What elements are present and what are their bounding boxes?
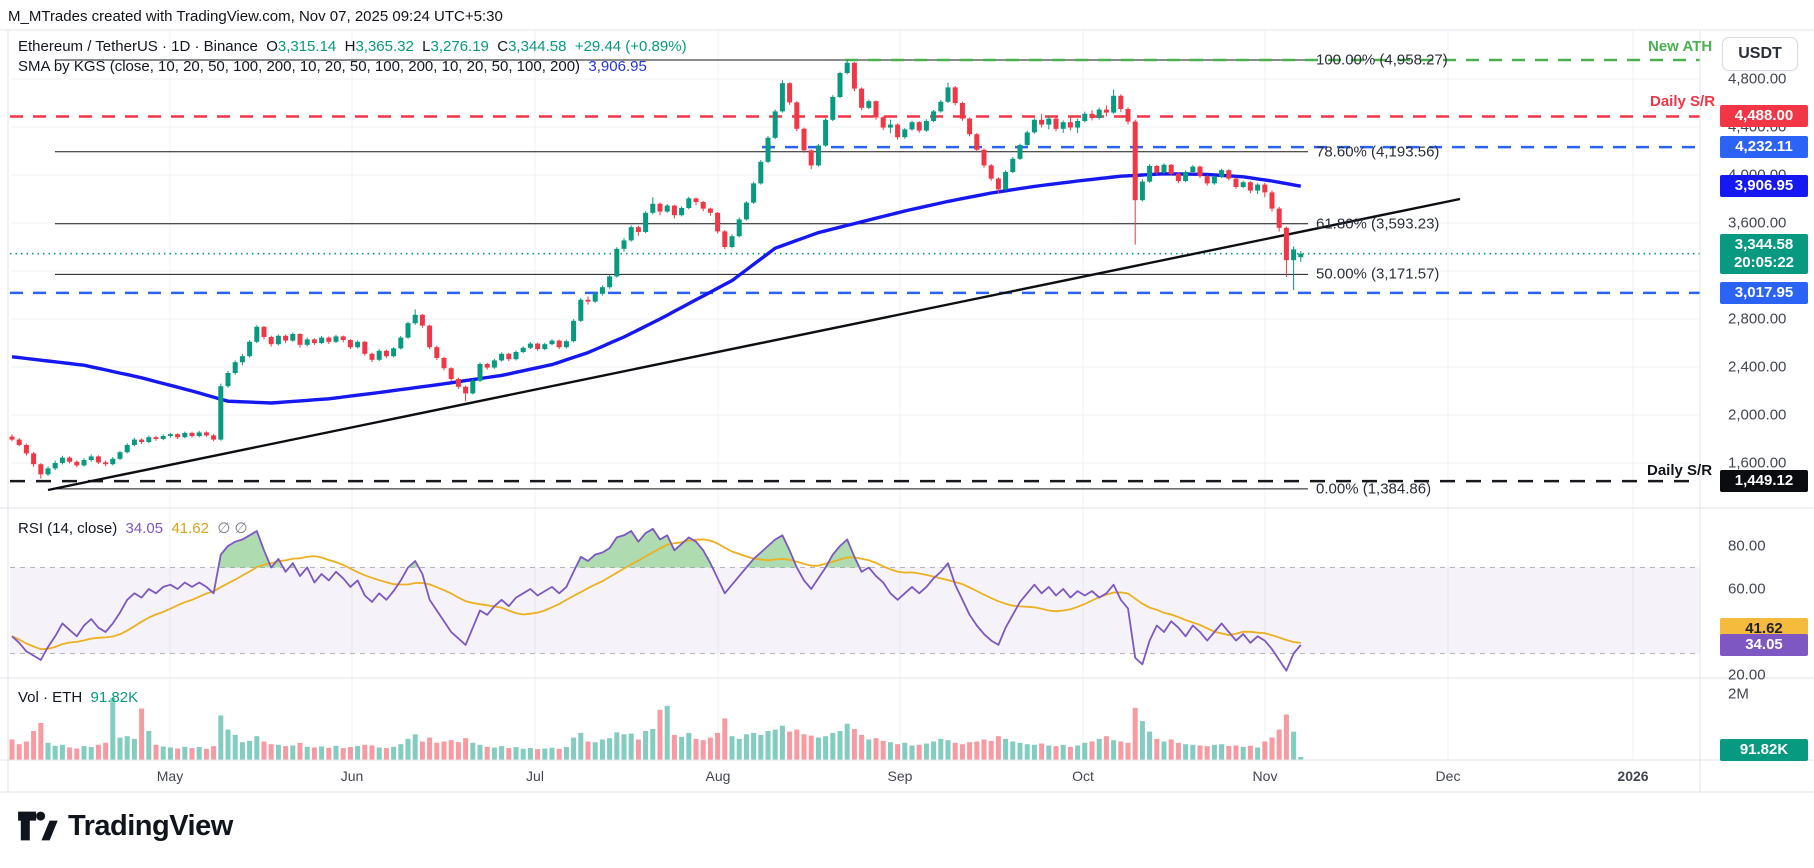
fib-level-label: 0.00% (1,384.86) (1316, 480, 1432, 498)
rsi-ma-value: 41.62 (171, 520, 209, 537)
price-axis-tick: 2,000.00 (1728, 406, 1787, 424)
time-axis-label[interactable]: Jun (340, 768, 364, 784)
rsi-axis-badge: 34.05 (1720, 633, 1808, 656)
volume-legend[interactable]: Vol · ETH 91.82K (18, 689, 138, 706)
sma-title: SMA by KGS (close, 10, 20, 50, 100, 200,… (18, 58, 581, 75)
price-axis-badge: 1,449.12 (1720, 470, 1808, 493)
fib-level-label: 100.00% (4,958.27) (1316, 51, 1448, 69)
time-axis-label[interactable]: Sep (887, 768, 913, 784)
tradingview-logo-icon (18, 811, 58, 841)
fib-level-label: 50.00% (3,171.57) (1316, 265, 1440, 283)
tradingview-logo-text: TradingView (68, 809, 233, 842)
daily-sr-bottom-label: Daily S/R (1647, 462, 1713, 479)
price-axis-badge: 3,344.58 20:05:22 (1720, 233, 1808, 274)
rsi-title: RSI (14, close) (18, 520, 118, 537)
ohlc-low-label: L (422, 38, 431, 55)
ohlc-close: 3,344.58 (508, 38, 567, 55)
sma-value: 3,906.95 (588, 58, 647, 75)
symbol-title: Ethereum / TetherUS · 1D · Binance (18, 38, 258, 55)
price-axis-badge: 4,488.00 (1720, 105, 1808, 128)
rsi-axis-tick: 20.00 (1728, 666, 1766, 684)
price-axis-tick: 2,400.00 (1728, 358, 1787, 376)
ohlc-close-label: C (497, 38, 509, 55)
rsi-axis-tick: 80.00 (1728, 537, 1766, 555)
volume-axis-badge: 91.82K (1720, 739, 1808, 761)
time-axis-label[interactable]: Jul (526, 768, 544, 784)
ohlc-open: 3,315.14 (277, 38, 337, 55)
time-axis-label[interactable]: Nov (1252, 768, 1278, 784)
time-axis-label[interactable]: Aug (705, 768, 731, 784)
volume-axis-tick: 2M (1728, 685, 1749, 703)
ohlc-high: 3,365.32 (355, 38, 414, 55)
time-axis-label[interactable]: Dec (1435, 768, 1461, 784)
price-axis-tick: 3,600.00 (1728, 214, 1787, 232)
price-axis-badge: 3,906.95 (1720, 175, 1808, 198)
volume-title: Vol · ETH (18, 689, 83, 706)
price-axis-tick: 4,800.00 (1728, 70, 1787, 88)
time-axis-label[interactable]: May (156, 768, 184, 784)
daily-sr-top-label: Daily S/R (1650, 93, 1716, 110)
price-axis-badge: 3,017.95 (1720, 281, 1808, 304)
volume-value: 91.82K (90, 689, 139, 706)
price-axis-tick: 1,600.00 (1728, 454, 1787, 472)
symbol-legend[interactable]: Ethereum / TetherUS · 1D · Binance O3,31… (18, 38, 687, 55)
rsi-axis-tick: 60.00 (1728, 580, 1766, 598)
fib-level-label: 78.60% (4,193.56) (1316, 143, 1440, 161)
ohlc-open-label: O (266, 38, 278, 55)
price-axis-badge: 4,232.11 (1720, 136, 1808, 159)
fib-level-label: 61.80% (3,593.23) (1316, 215, 1440, 233)
ohlc-low: 3,276.19 (430, 38, 489, 55)
price-axis-tick: 2,800.00 (1728, 310, 1787, 328)
rsi-hide-icons[interactable]: ∅ ∅ (217, 520, 248, 537)
new-ath-label: New ATH (1648, 38, 1713, 55)
time-axis-label[interactable]: Oct (1072, 768, 1094, 784)
countdown-timer: 20:05:22 (1733, 253, 1795, 271)
sma-legend[interactable]: SMA by KGS (close, 10, 20, 50, 100, 200,… (18, 58, 647, 75)
ohlc-change: +29.44 (+0.89%) (574, 38, 687, 55)
ohlc-high-label: H (344, 38, 356, 55)
currency-toggle-button[interactable]: USDT (1722, 37, 1798, 71)
rsi-value: 34.05 (125, 520, 164, 537)
time-axis-label[interactable]: 2026 (1617, 768, 1649, 784)
tradingview-logo[interactable]: TradingView (16, 808, 233, 844)
watermark: M_MTrades created with TradingView.com, … (8, 8, 503, 25)
rsi-legend[interactable]: RSI (14, close) 34.05 41.62 ∅ ∅ (18, 519, 248, 537)
